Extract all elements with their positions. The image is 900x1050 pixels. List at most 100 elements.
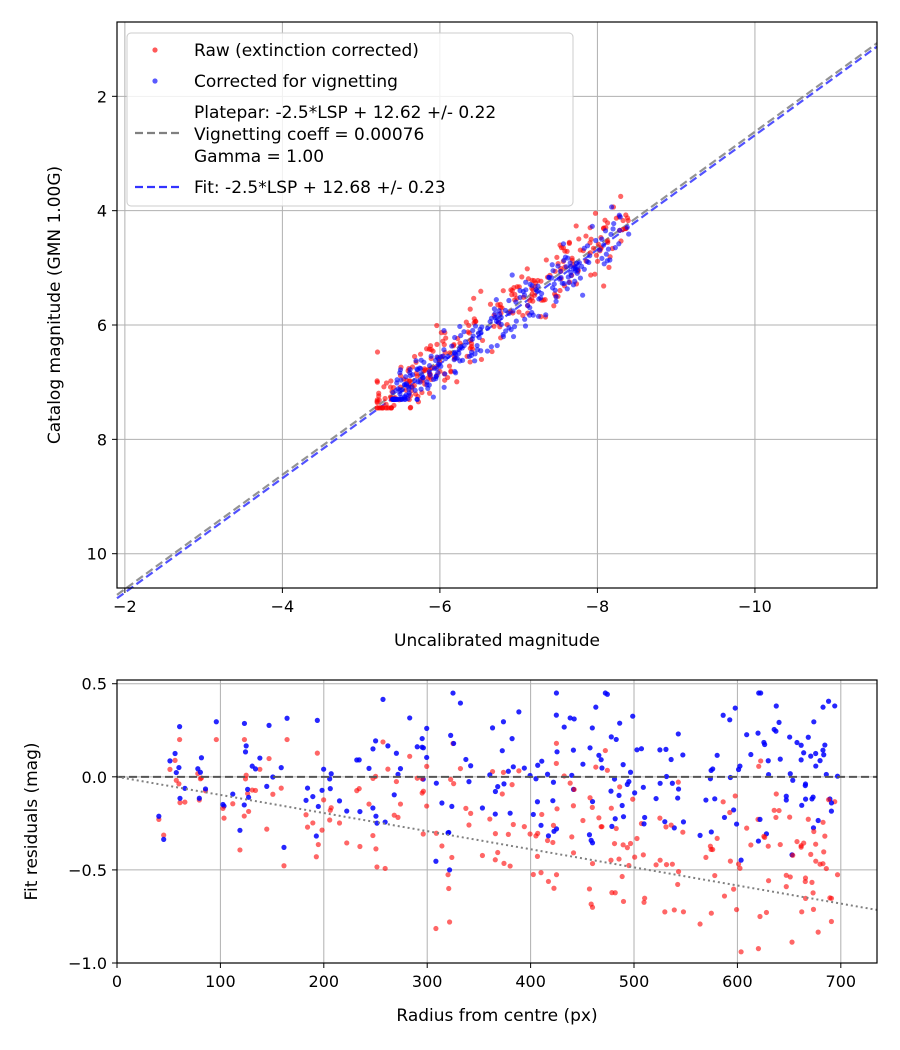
raw-point — [454, 379, 460, 385]
corrected-residual-point — [510, 764, 516, 770]
corrected-residual-point — [278, 765, 284, 771]
raw-residual-point — [304, 824, 311, 830]
corrected-residual-point — [712, 796, 718, 802]
raw-residual-point — [756, 763, 762, 769]
corrected-residual-point — [776, 719, 782, 726]
corrected-residual-point — [270, 774, 276, 780]
corrected-residual-point — [554, 749, 560, 755]
bottom-xtick-label: 300 — [412, 972, 443, 991]
corrected-residual-point — [773, 728, 779, 734]
raw-point — [551, 303, 557, 309]
corrected-point — [580, 292, 586, 298]
raw-point — [604, 220, 611, 226]
raw-residual-point — [697, 921, 703, 927]
corrected-residual-point — [499, 748, 505, 754]
corrected-point — [536, 296, 542, 302]
raw-residual-point — [580, 817, 586, 824]
raw-residual-point — [589, 860, 596, 867]
corrected-point — [506, 325, 512, 331]
raw-residual-point — [828, 918, 835, 925]
corrected-point — [484, 325, 491, 331]
raw-residual-point — [777, 841, 783, 848]
corrected-point — [535, 283, 541, 289]
corrected-point — [414, 366, 420, 372]
corrected-point — [478, 330, 484, 336]
raw-residual-point — [550, 839, 556, 846]
raw-residual-point — [391, 812, 397, 818]
corrected-point — [430, 394, 436, 400]
raw-residual-point — [675, 779, 681, 785]
corrected-point — [495, 319, 502, 325]
corrected-residual-point — [303, 797, 309, 803]
raw-residual-point — [773, 814, 779, 821]
corrected-point — [610, 226, 616, 232]
corrected-residual-point — [720, 712, 726, 718]
corrected-residual-point — [507, 810, 513, 816]
corrected-residual-point — [391, 792, 397, 798]
raw-point — [592, 271, 598, 277]
corrected-residual-point — [748, 751, 754, 758]
bottom-ticks: 0 100 200 300 400 500 600 700 0.5 0.0 −0.5 −1.0 — [68, 675, 856, 991]
vignetting-model-line — [116, 775, 878, 911]
raw-residual-point — [257, 766, 263, 772]
raw-residual-point — [662, 909, 668, 915]
corrected-residual-point — [315, 803, 321, 810]
corrected-residual-point — [500, 719, 507, 725]
raw-residual-point — [424, 763, 430, 769]
raw-residual-point — [721, 893, 728, 899]
raw-residual-point — [620, 898, 627, 905]
raw-residual-point — [354, 788, 360, 794]
raw-residual-point — [783, 872, 789, 878]
corrected-residual-point — [669, 780, 675, 786]
corrected-residual-point — [571, 716, 577, 722]
raw-residual-point — [787, 874, 793, 880]
corrected-point — [466, 353, 472, 359]
corrected-point — [412, 387, 418, 393]
corrected-point — [449, 343, 455, 349]
corrected-residual-point — [821, 752, 827, 758]
corrected-point — [472, 351, 478, 357]
corrected-residual-point — [823, 771, 829, 778]
raw-residual-point — [266, 755, 272, 762]
corrected-point — [510, 333, 517, 340]
raw-point — [382, 395, 388, 402]
raw-residual-point — [589, 904, 596, 910]
corrected-point — [426, 363, 433, 369]
raw-residual-point — [177, 736, 183, 743]
raw-point — [620, 217, 626, 224]
corrected-residual-point — [495, 784, 501, 790]
corrected-residual-point — [196, 795, 202, 801]
raw-residual-point — [374, 864, 380, 870]
corrected-residual-point — [744, 732, 750, 738]
corrected-point — [414, 396, 420, 402]
corrected-residual-point — [697, 832, 703, 838]
raw-point — [442, 377, 448, 383]
corrected-point — [549, 285, 556, 291]
raw-residual-point — [675, 869, 682, 875]
raw-residual-point — [776, 807, 782, 814]
corrected-residual-point — [721, 814, 728, 821]
corrected-residual-point — [599, 765, 605, 771]
raw-residual-point — [328, 805, 334, 811]
corrected-point — [557, 268, 564, 275]
raw-residual-point — [598, 824, 604, 830]
raw-residual-point — [825, 797, 832, 803]
raw-residual-point — [182, 799, 188, 805]
corrected-residual-point — [758, 690, 764, 696]
raw-residual-point — [663, 861, 670, 868]
raw-residual-point — [439, 843, 445, 849]
corrected-point — [626, 231, 632, 237]
raw-residual-point — [783, 884, 789, 890]
raw-point — [446, 363, 453, 369]
raw-residual-point — [499, 791, 505, 797]
corrected-residual-point — [535, 762, 541, 768]
corrected-residual-point — [642, 814, 648, 821]
raw-point — [524, 266, 530, 272]
raw-point — [428, 346, 434, 353]
corrected-point — [397, 367, 404, 373]
corrected-residual-point — [466, 779, 472, 785]
legend-label-fit: Fit: -2.5*LSP + 12.68 +/- 0.23 — [194, 178, 446, 198]
corrected-residual-point — [167, 758, 173, 764]
raw-residual-point — [448, 776, 454, 783]
corrected-residual-point — [161, 836, 167, 842]
